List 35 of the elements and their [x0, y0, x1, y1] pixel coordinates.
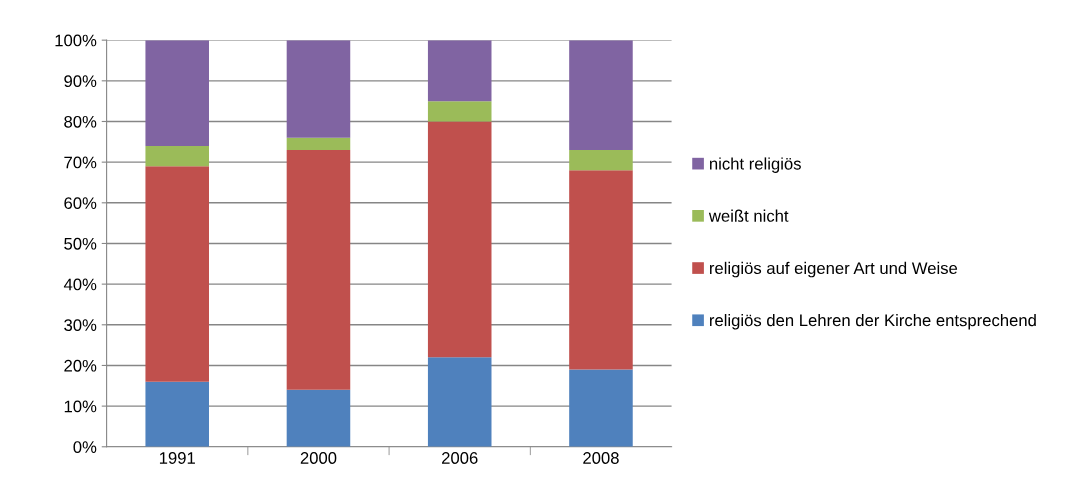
y-tick-label: 60%	[64, 197, 97, 210]
bar	[286, 40, 351, 138]
y-tick-label: 100%	[55, 34, 97, 47]
legend-label: nicht religiös	[710, 157, 801, 173]
bar	[145, 381, 209, 447]
y-tick-label: 70%	[64, 156, 97, 169]
x-tick-label: 2006	[442, 452, 478, 464]
bar	[427, 101, 492, 122]
bar	[145, 145, 209, 167]
x-tick-label: 1991	[159, 452, 195, 464]
bar	[145, 166, 209, 382]
y-tick-label: 10%	[64, 400, 97, 413]
bar	[569, 170, 633, 370]
legend-label: weißt nicht	[708, 209, 789, 222]
bar	[569, 149, 633, 171]
y-tick-label: 90%	[64, 75, 97, 88]
x-tick-label: 2008	[583, 452, 619, 464]
y-tick-label: 30%	[64, 319, 97, 331]
bar	[427, 357, 492, 447]
bar	[427, 40, 492, 102]
bar	[286, 137, 351, 150]
bar	[569, 369, 633, 447]
legend-label: religiös auf eigener Art und Weise	[710, 261, 958, 278]
y-tick-label: 20%	[64, 359, 97, 372]
x-tick-label: 2000	[300, 452, 337, 464]
bar	[286, 149, 351, 390]
bar	[427, 121, 492, 358]
y-tick-label: 80%	[64, 115, 97, 128]
bar	[569, 40, 633, 150]
y-tick-label: 50%	[64, 237, 97, 250]
bar	[145, 40, 209, 146]
bar	[286, 389, 351, 447]
y-tick-label: 0%	[73, 441, 97, 453]
y-tick-label: 40%	[63, 278, 97, 291]
legend-label: religiös den Lehren der Kirche entsprechend	[710, 314, 1036, 330]
